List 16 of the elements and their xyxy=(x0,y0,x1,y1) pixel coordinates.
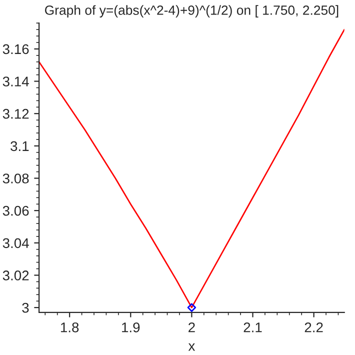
y-tick-label: 3 xyxy=(22,302,29,313)
x-tick-label: 2.1 xyxy=(244,322,262,332)
y-tick-label: 3.1 xyxy=(10,141,29,152)
y-tick-label: 3.04 xyxy=(2,238,29,248)
x-tick-label: 2.2 xyxy=(304,322,323,332)
y-tick-label: 3.16 xyxy=(2,44,29,54)
y-tick-label: 3.12 xyxy=(2,108,29,119)
y-tick-label: 3.06 xyxy=(2,206,29,216)
chart-title: Graph of y=(abs(x^2-4)+9)^(1/2) on [ 1.750, 2.250] xyxy=(44,5,338,18)
x-tick-label: 1.8 xyxy=(60,322,79,332)
y-tick-label: 3.08 xyxy=(2,174,29,184)
x-tick-label: 2 xyxy=(188,322,195,332)
y-tick-label: 3.02 xyxy=(2,270,29,280)
y-tick-label: 3.14 xyxy=(2,76,29,86)
x-axis-title: x xyxy=(188,343,196,351)
x-tick-label: 1.9 xyxy=(122,322,140,332)
